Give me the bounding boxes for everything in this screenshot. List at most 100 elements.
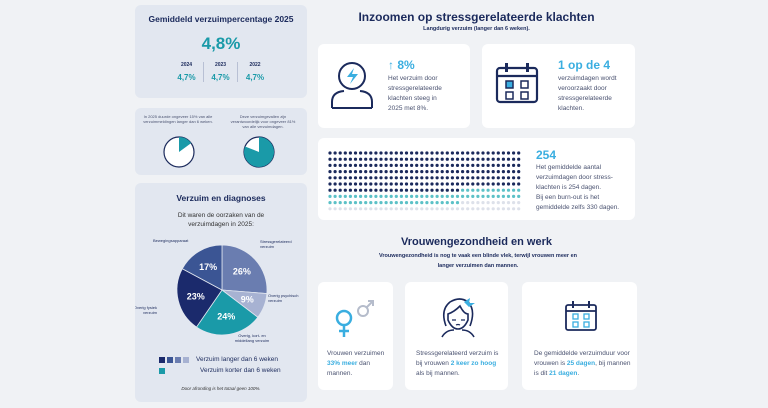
day-dot [379, 188, 383, 192]
day-dot [425, 176, 429, 180]
day-dot [410, 157, 414, 161]
stress-share-text: verzuimdagen wordt veroorzaakt door stre… [558, 75, 617, 112]
day-dot [491, 201, 495, 205]
day-dot [359, 201, 363, 205]
day-dot [364, 157, 368, 161]
day-dot [461, 170, 465, 174]
day-dot [450, 176, 454, 180]
day-dot [506, 163, 511, 167]
pie-slice [221, 244, 268, 294]
day-dot [461, 194, 465, 198]
arrow-up-icon: ↑ [388, 58, 394, 72]
day-dot [410, 151, 414, 155]
day-dot [328, 170, 332, 174]
day-dot [435, 170, 439, 174]
day-dot [359, 182, 363, 186]
day-dot [435, 163, 439, 167]
pie-category-label: verzuim [268, 298, 283, 303]
day-dot [430, 170, 434, 174]
day-dot [517, 157, 521, 161]
day-dot [415, 157, 419, 161]
day-dot [445, 182, 449, 186]
day-dot [435, 188, 439, 192]
day-dot [394, 207, 398, 211]
day-dot [389, 182, 393, 186]
day-dot [420, 176, 424, 180]
day-dot [420, 194, 424, 198]
pie-value-label: 24% [217, 312, 235, 322]
day-dot [476, 170, 480, 174]
day-dot [353, 201, 358, 205]
day-dot [389, 176, 393, 180]
day-dot [394, 188, 398, 192]
day-dot [486, 163, 490, 167]
day-dot [501, 194, 505, 198]
day-dot [450, 201, 454, 205]
day-dot [410, 194, 414, 198]
day-dot [364, 151, 368, 155]
day-dot [404, 151, 409, 155]
day-dot [333, 163, 337, 167]
day-dot [420, 170, 424, 174]
day-dot [506, 207, 511, 211]
day-dot [496, 194, 500, 198]
day-dot [445, 157, 449, 161]
day-dot [440, 163, 444, 167]
year-2022: 2022 4,7% [245, 62, 265, 82]
gender-symbols-icon [335, 300, 374, 337]
day-dot [517, 176, 521, 180]
day-dot [486, 194, 490, 198]
day-dot [389, 188, 393, 192]
day-dot [481, 157, 485, 161]
day-dot [353, 182, 358, 186]
day-dot [481, 194, 485, 198]
day-dot [440, 207, 444, 211]
day-dot [328, 157, 332, 161]
pie-category-label: Bewegingsapparaat [153, 238, 189, 243]
day-dot [481, 170, 485, 174]
day-dot [430, 201, 434, 205]
day-dot [425, 201, 429, 205]
day-dot [486, 157, 490, 161]
day-dot [415, 207, 419, 211]
day-dot [517, 194, 521, 198]
day-dot [491, 176, 495, 180]
day-dot [369, 163, 373, 167]
day-dot [359, 163, 363, 167]
day-dot [476, 176, 480, 180]
day-dot [364, 170, 368, 174]
day-dot [461, 207, 465, 211]
day-dot [343, 170, 347, 174]
day-dot [404, 170, 409, 174]
diagnoses-card: Verzuim en diagnoses Dit waren de oorzak… [135, 183, 307, 402]
day-dot [486, 176, 490, 180]
day-dot [440, 176, 444, 180]
day-dot [450, 194, 454, 198]
day-dot [364, 194, 368, 198]
day-dot [353, 188, 358, 192]
women-duration-text: De gemiddelde verzuimduur voor vrouwen i… [534, 350, 631, 377]
day-dot [481, 188, 485, 192]
day-dot [476, 194, 480, 198]
day-dot [389, 201, 393, 205]
day-dot [491, 188, 495, 192]
day-dot [343, 201, 347, 205]
day-dot [501, 182, 505, 186]
pie-slice [176, 268, 223, 328]
day-dot [415, 170, 419, 174]
day-dot [333, 207, 337, 211]
day-dot [512, 207, 516, 211]
day-dot [374, 163, 378, 167]
day-dot [399, 194, 403, 198]
day-dot [491, 182, 495, 186]
day-dot [415, 182, 419, 186]
day-dot [501, 151, 505, 155]
day-dot [491, 170, 495, 174]
day-dot [420, 182, 424, 186]
stress-days-card: 254 Het gemiddelde aantal verzuimdagen d… [318, 138, 635, 220]
day-dot [435, 182, 439, 186]
day-dot [430, 207, 434, 211]
day-dot [435, 157, 439, 161]
share-left-text: In 2025 duurde ongeveer 15% van alle ver… [143, 114, 213, 124]
share-card: In 2025 duurde ongeveer 15% van alle ver… [135, 108, 307, 175]
